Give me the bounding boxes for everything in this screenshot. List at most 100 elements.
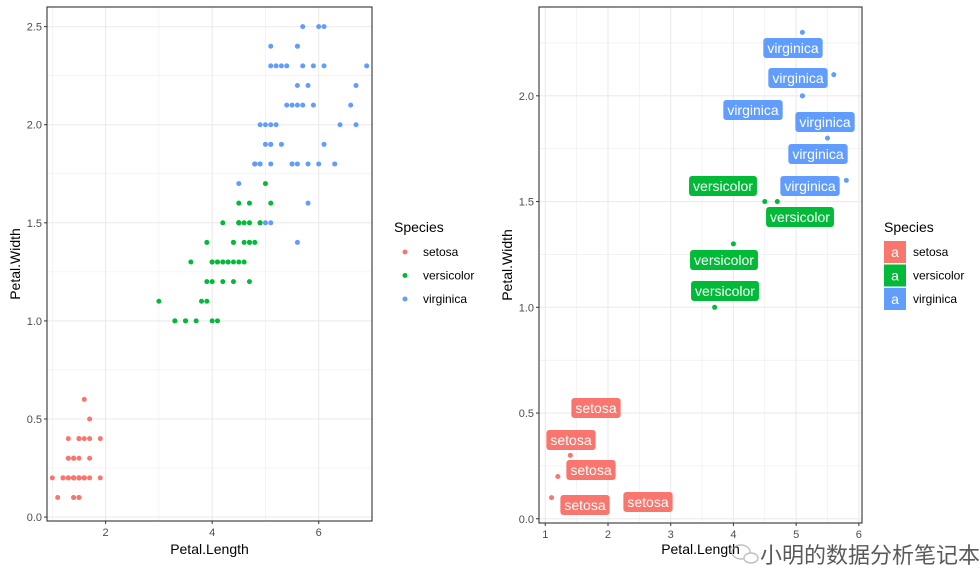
data-point-setosa <box>567 452 573 458</box>
data-point-virginica <box>268 63 274 69</box>
point-label-virginica: virginica <box>768 68 828 88</box>
data-point-virginica <box>294 102 300 108</box>
data-point-virginica <box>831 72 837 78</box>
data-point-setosa <box>87 436 93 442</box>
data-point-setosa <box>81 475 87 481</box>
label-box <box>768 68 828 88</box>
data-point-versicolor <box>246 200 252 206</box>
label-text: setosa <box>550 432 591 448</box>
legend-key-setosa <box>402 249 408 255</box>
legend-label: setosa <box>423 245 459 259</box>
label-box <box>546 430 596 450</box>
data-point-virginica <box>353 122 359 128</box>
label-text: setosa <box>564 497 605 513</box>
data-point-versicolor <box>209 279 215 285</box>
data-point-virginica <box>310 63 316 69</box>
data-point-virginica <box>284 102 290 108</box>
data-point-virginica <box>337 122 343 128</box>
data-point-versicolor <box>172 318 178 324</box>
data-point-versicolor <box>236 200 242 206</box>
data-point-virginica <box>294 82 300 88</box>
data-point-setosa <box>65 475 71 481</box>
data-point-setosa <box>76 436 82 442</box>
label-box <box>795 112 855 132</box>
data-point-versicolor <box>246 239 252 245</box>
legend-label: versicolor <box>423 269 474 283</box>
point-label-setosa: setosa <box>623 492 673 512</box>
data-point-virginica <box>305 82 311 88</box>
data-point-virginica <box>300 102 306 108</box>
data-point-setosa <box>71 494 77 500</box>
data-point-virginica <box>300 63 306 69</box>
y-tick-label: 1.0 <box>519 302 534 314</box>
data-point-versicolor <box>209 259 215 265</box>
legend-key-glyph: a <box>891 291 899 307</box>
data-point-versicolor <box>193 318 199 324</box>
x-tick-label: 1 <box>542 529 548 541</box>
point-label-virginica: virginica <box>788 144 848 164</box>
data-point-versicolor <box>257 220 263 226</box>
legend-key-versicolor <box>402 273 408 278</box>
data-point-versicolor <box>241 259 247 265</box>
watermark: 小明的数据分析笔记本 <box>731 543 979 565</box>
y-tick-label: 1.0 <box>27 316 42 328</box>
x-tick-label: 6 <box>316 527 322 539</box>
data-point-versicolor <box>246 220 252 226</box>
data-point-versicolor <box>246 279 252 285</box>
point-label-versicolor: versicolor <box>766 207 834 227</box>
data-point-setosa <box>71 455 77 461</box>
data-point-setosa <box>97 475 103 481</box>
data-point-virginica <box>799 93 805 99</box>
legend-key-glyph: a <box>891 244 899 260</box>
legend-key-glyph: a <box>891 268 899 284</box>
data-point-versicolor <box>712 304 718 310</box>
label-box <box>780 176 840 196</box>
point-label-versicolor: versicolor <box>689 176 757 196</box>
x-tick-label: 4 <box>730 529 736 541</box>
label-box <box>723 100 783 120</box>
label-box <box>766 207 834 227</box>
data-point-virginica <box>268 220 274 226</box>
label-text: virginica <box>767 40 819 56</box>
data-point-versicolor <box>204 298 210 304</box>
data-point-virginica <box>294 43 300 49</box>
data-point-setosa <box>60 475 66 481</box>
point-label-virginica: virginica <box>763 38 823 58</box>
data-point-virginica <box>843 177 849 183</box>
label-text: setosa <box>570 462 611 478</box>
label-text: versicolor <box>694 252 754 268</box>
data-point-setosa <box>87 455 93 461</box>
data-point-versicolor <box>252 239 258 245</box>
legend-label: versicolor <box>913 269 964 283</box>
x-tick-label: 5 <box>793 529 799 541</box>
data-point-versicolor <box>230 259 236 265</box>
label-box <box>689 176 757 196</box>
label-text: virginica <box>784 178 836 194</box>
data-point-virginica <box>257 122 263 128</box>
data-point-virginica <box>268 161 274 167</box>
data-point-versicolor <box>241 239 247 245</box>
label-text: versicolor <box>770 209 830 225</box>
data-point-virginica <box>278 141 284 147</box>
x-tick-label: 4 <box>209 527 215 539</box>
y-tick-label: 0.0 <box>519 514 534 526</box>
x-tick-label: 3 <box>668 529 674 541</box>
legend-label: setosa <box>913 245 949 259</box>
label-text: versicolor <box>695 283 755 299</box>
data-point-setosa <box>81 436 87 442</box>
data-point-virginica <box>799 29 805 35</box>
data-point-virginica <box>305 200 311 206</box>
y-axis-title: Petal.Width <box>7 228 23 300</box>
data-point-virginica <box>273 63 279 69</box>
data-point-setosa <box>87 416 93 422</box>
data-point-versicolor <box>230 279 236 285</box>
data-point-versicolor <box>199 298 205 304</box>
data-point-virginica <box>321 24 327 30</box>
data-point-virginica <box>252 161 258 167</box>
label-box <box>623 492 673 512</box>
label-text: setosa <box>627 494 668 510</box>
label-text: virginica <box>792 146 844 162</box>
data-point-setosa <box>71 475 77 481</box>
data-point-virginica <box>332 161 338 167</box>
